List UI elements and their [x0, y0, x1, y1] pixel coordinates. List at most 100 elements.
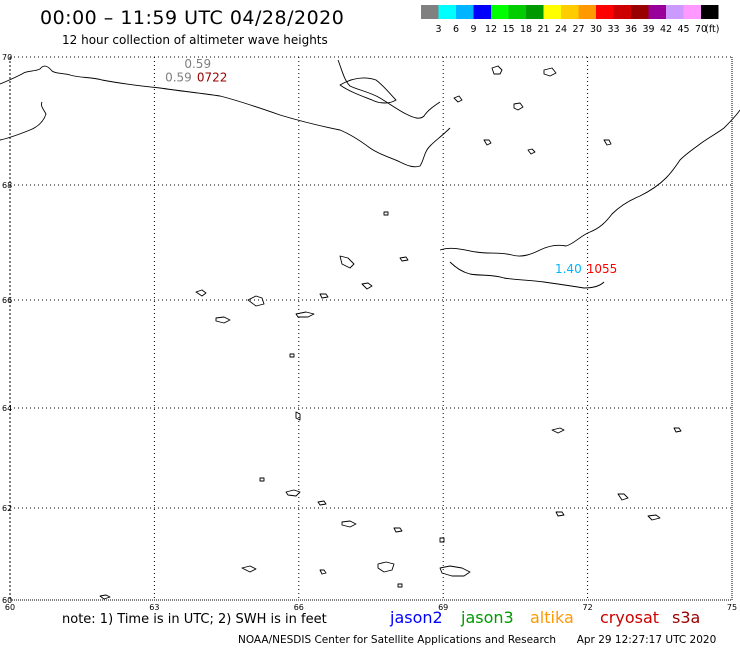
island	[361, 282, 373, 290]
satellite-jason2: jason2	[390, 608, 443, 627]
island	[377, 561, 395, 573]
longitude-label: 75	[727, 603, 737, 612]
coastline-yugorsky	[337, 59, 441, 119]
wave-height-annotation: 0722	[197, 70, 228, 84]
scale-label: 21	[537, 24, 549, 35]
island	[603, 139, 612, 146]
island	[215, 316, 231, 324]
satellite-altika: altika	[530, 608, 574, 627]
wave-height-annotation: 1.40	[555, 262, 582, 276]
scale-label: 15	[502, 24, 514, 35]
island	[195, 289, 207, 297]
longitude-label: 66	[294, 603, 304, 612]
island	[551, 427, 565, 434]
island	[555, 511, 565, 517]
scale-label: 24	[555, 24, 567, 35]
footer-timestamp: Apr 29 12:27:17 UTC 2020	[576, 634, 717, 646]
scale-label: 45	[677, 24, 689, 35]
longitude-label: 69	[438, 603, 448, 612]
latitude-label: 64	[2, 404, 12, 413]
wave-height-color-scale: 3 6 9 12 15 18 21 24 27 30 33 36 39 42 45 70(ft)	[421, 5, 720, 35]
note-text: note: 1) Time is in UTC; 2) SWH is in fe…	[62, 612, 327, 627]
scale-swatch	[683, 5, 701, 19]
satellite-s3a: s3a	[672, 608, 701, 627]
coastline-pechora	[0, 65, 451, 168]
scale-swatch	[578, 5, 596, 19]
wave-height-annotation: 0.59	[165, 70, 192, 84]
island	[319, 293, 329, 299]
longitude-label: 60	[5, 603, 15, 612]
scale-swatch	[596, 5, 614, 19]
scale-swatch	[666, 5, 684, 19]
coastline-yamal	[439, 109, 740, 257]
scale-label: 36	[625, 24, 637, 35]
coastline	[0, 59, 740, 600]
scale-label: 27	[572, 24, 584, 35]
map-subtitle: 12 hour collection of altimeter wave hei…	[62, 33, 328, 47]
island	[383, 211, 389, 216]
latitude-label: 68	[2, 181, 12, 190]
island	[241, 565, 257, 573]
scale-label: 12	[485, 24, 497, 35]
scale-swatch	[438, 5, 456, 19]
wave-height-annotation: 0.59	[184, 57, 211, 71]
scale-swatch	[456, 5, 474, 19]
graticule	[9, 56, 733, 601]
scale-swatch	[491, 5, 509, 19]
scale-swatch	[631, 5, 649, 19]
island	[647, 514, 661, 521]
scale-label: 33	[607, 24, 619, 35]
satellite-jason3: jason3	[461, 608, 514, 627]
scale-label: 70	[695, 24, 707, 35]
scale-swatch	[613, 5, 631, 19]
island	[439, 565, 471, 577]
scale-swatch	[526, 5, 544, 19]
scale-swatch	[648, 5, 666, 19]
longitude-label: 63	[149, 603, 159, 612]
footer-credit: NOAA/NESDIS Center for Satellite Applica…	[238, 634, 716, 646]
coastline-baydaratskaya	[449, 261, 605, 289]
island	[397, 583, 403, 588]
scale-label: 39	[642, 24, 654, 35]
footer-agency: NOAA/NESDIS Center for Satellite Applica…	[238, 634, 556, 646]
scale-label: 9	[470, 24, 476, 35]
island	[99, 594, 111, 600]
longitude-label: 72	[583, 603, 593, 612]
island	[285, 489, 301, 497]
scale-unit: (ft)	[705, 24, 719, 35]
wave-height-annotation: 1055	[587, 262, 618, 276]
island	[289, 353, 295, 358]
satellite-cryosat: cryosat	[600, 608, 660, 627]
latitude-label: 62	[2, 504, 12, 513]
scale-label: 3	[435, 24, 441, 35]
scale-label: 30	[590, 24, 602, 35]
island	[393, 527, 403, 533]
scale-swatch	[421, 5, 439, 19]
scale-label: 42	[660, 24, 672, 35]
latitude-label: 60	[2, 596, 12, 605]
scale-swatch	[508, 5, 526, 19]
island	[673, 427, 682, 433]
island	[317, 500, 327, 506]
island	[295, 411, 301, 421]
island	[453, 95, 463, 103]
island	[513, 102, 524, 111]
latitude-label: 70	[2, 53, 12, 62]
coastline-kanin-lower	[0, 101, 47, 141]
map-title: 00:00 – 11:59 UTC 04/28/2020	[40, 7, 345, 29]
scale-label: 6	[453, 24, 459, 35]
scale-label: 18	[520, 24, 532, 35]
island	[483, 139, 492, 146]
island	[259, 477, 265, 482]
island	[247, 295, 265, 307]
island	[339, 255, 355, 269]
island-vaygach	[339, 77, 397, 104]
island	[617, 493, 629, 501]
island	[399, 256, 409, 262]
island	[295, 311, 315, 318]
scale-swatch	[561, 5, 579, 19]
island	[543, 67, 557, 77]
